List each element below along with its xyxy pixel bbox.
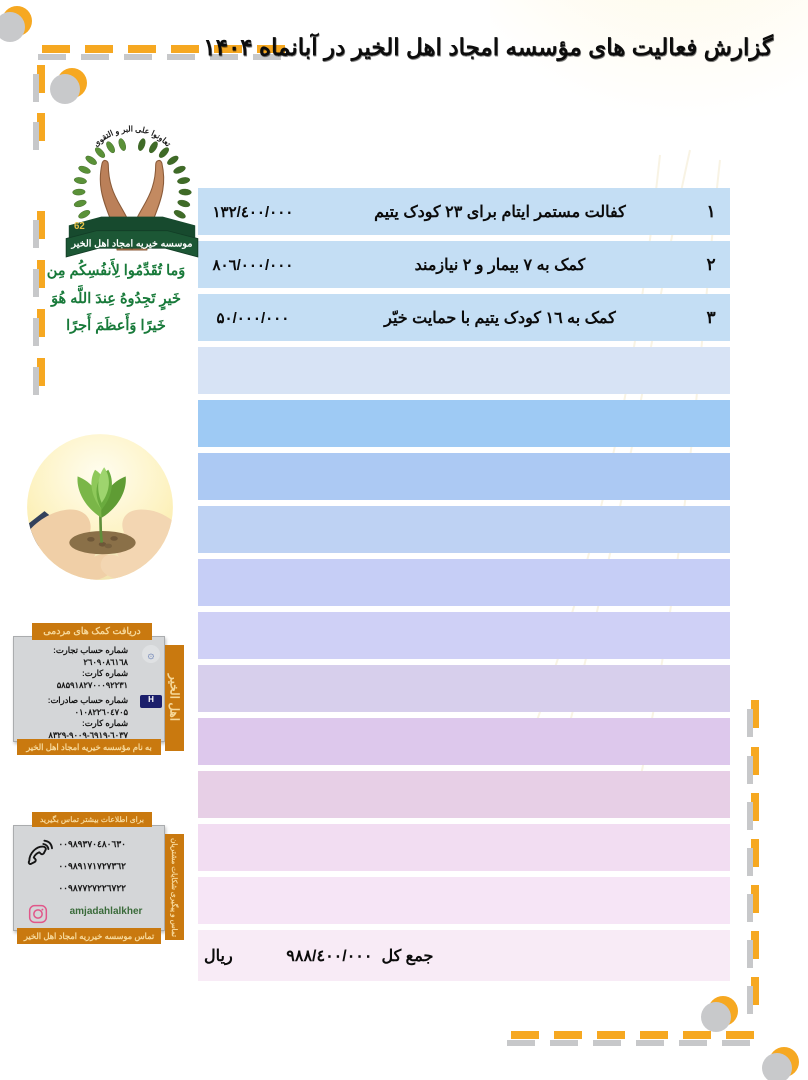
svg-text:تعاونوا علی البر و التقوی: تعاونوا علی البر و التقوی [92, 124, 174, 149]
svg-text:موسسه خیریه امجاد اهل الخیر: موسسه خیریه امجاد اهل الخیر [70, 238, 192, 249]
svg-text:62: 62 [74, 221, 85, 232]
